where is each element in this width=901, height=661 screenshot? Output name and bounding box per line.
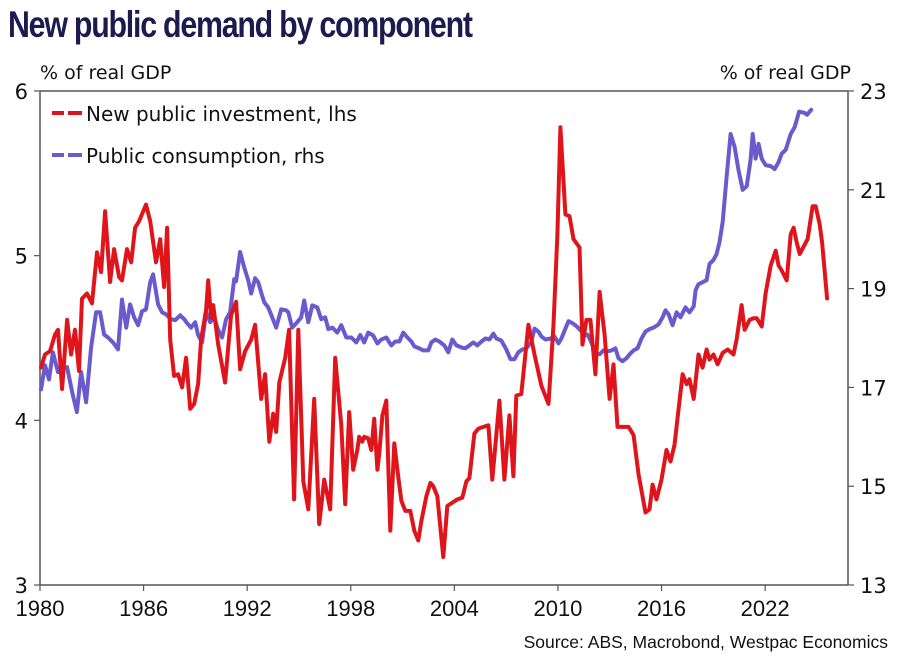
x-axis-ticks: 1980 1986 1992 1998 2004 2010 2016 2022 [16, 585, 790, 621]
x-tick-label: 1986 [119, 596, 168, 621]
plot-frame [39, 90, 849, 586]
right-tick-label: 23 [860, 80, 887, 104]
left-tick-label: 5 [15, 245, 28, 269]
legend-item-consumption: Public consumption, rhs [52, 144, 325, 168]
left-axis-label: % of real GDP [40, 62, 171, 84]
legend-item-investment: New public investment, lhs [52, 102, 357, 126]
left-tick-label: 3 [15, 574, 28, 598]
legend-label-consumption: Public consumption, rhs [86, 144, 325, 168]
source-note: Source: ABS, Macrobond, Westpac Economic… [524, 632, 889, 652]
x-tick-label: 2010 [533, 596, 582, 621]
right-tick-label: 21 [860, 179, 887, 203]
x-tick-label: 2022 [741, 596, 790, 621]
x-tick-label: 1998 [326, 596, 375, 621]
left-axis-ticks: 3 4 5 6 [15, 80, 40, 598]
right-tick-label: 17 [860, 376, 887, 400]
x-tick-label: 2016 [637, 596, 686, 621]
right-tick-label: 15 [860, 475, 887, 499]
x-tick-label: 2004 [430, 596, 479, 621]
right-axis-ticks: 13 15 17 19 21 23 [848, 80, 887, 598]
x-tick-label: 1980 [16, 596, 65, 621]
legend: New public investment, lhs Public consum… [52, 102, 357, 168]
right-tick-label: 13 [860, 574, 887, 598]
left-tick-label: 4 [15, 409, 28, 433]
left-tick-label: 6 [15, 80, 28, 104]
series-line-investment [39, 125, 830, 559]
right-tick-label: 19 [860, 278, 887, 302]
right-axis-label: % of real GDP [720, 62, 851, 84]
series-line-consumption [39, 107, 814, 415]
series-lines [39, 107, 830, 559]
x-tick-label: 1992 [223, 596, 272, 621]
chart-title: New public demand by component [8, 4, 473, 45]
legend-label-investment: New public investment, lhs [86, 102, 357, 126]
